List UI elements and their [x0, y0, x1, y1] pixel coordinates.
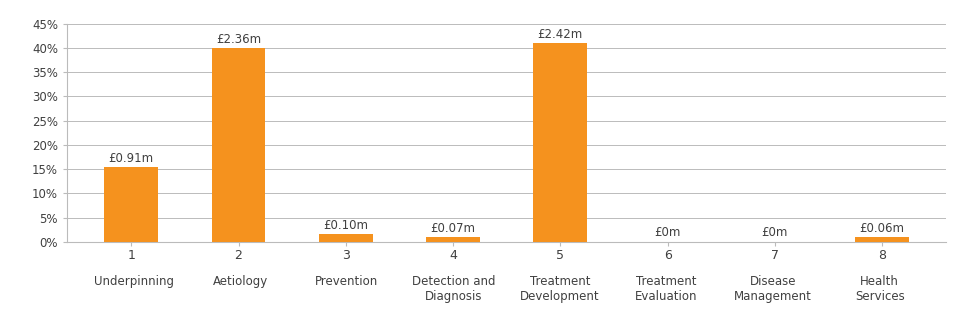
Text: £0.91m: £0.91m	[109, 152, 154, 165]
Text: £0m: £0m	[762, 225, 788, 239]
Bar	[426, 237, 480, 242]
Bar	[211, 48, 266, 242]
Bar	[856, 237, 909, 242]
Text: £0.10m: £0.10m	[323, 219, 368, 232]
Text: £0.06m: £0.06m	[859, 222, 904, 235]
Bar	[533, 43, 587, 242]
Bar	[104, 167, 158, 242]
Text: £0m: £0m	[654, 225, 681, 239]
Text: £2.36m: £2.36m	[216, 33, 261, 46]
Text: £2.42m: £2.42m	[537, 28, 583, 41]
Bar	[319, 234, 373, 242]
Text: £0.07m: £0.07m	[430, 222, 475, 235]
